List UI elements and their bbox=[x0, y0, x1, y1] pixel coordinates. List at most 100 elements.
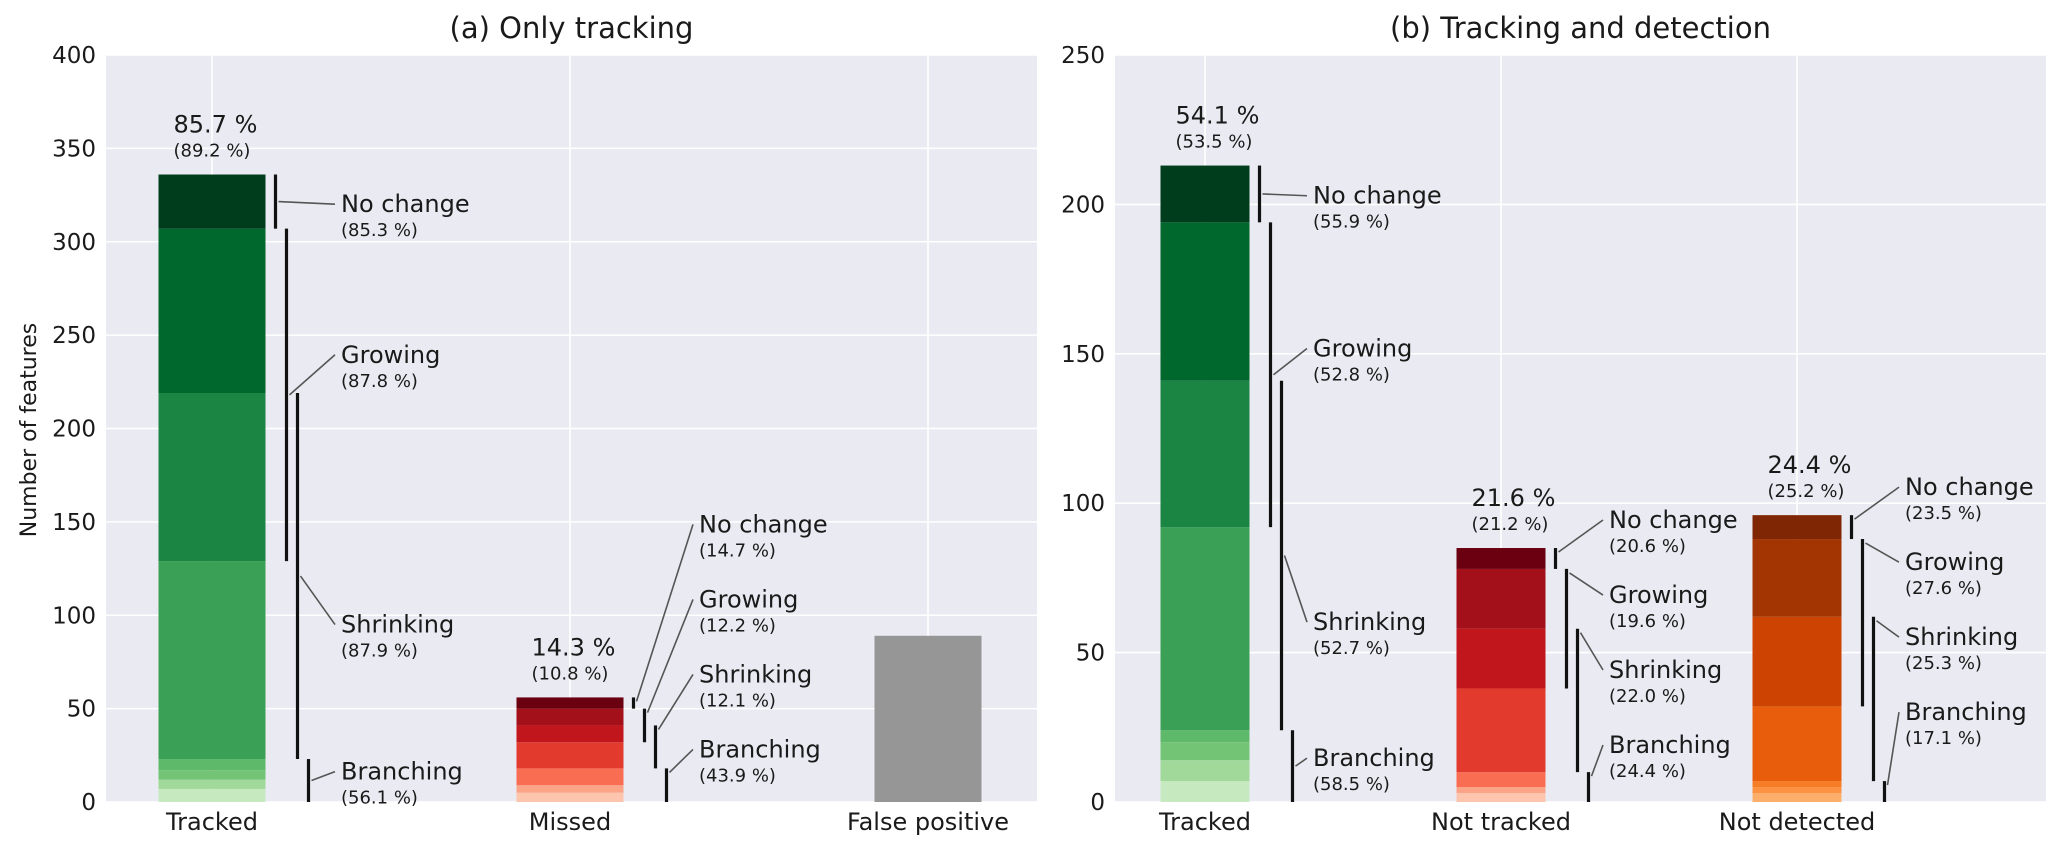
share-sublabel: (89.2 %) bbox=[174, 141, 251, 162]
bar-segment bbox=[1456, 787, 1546, 794]
y-tick-label: 300 bbox=[52, 230, 96, 256]
leader-line bbox=[635, 524, 694, 702]
category-label: Branching bbox=[699, 735, 821, 763]
share-label: 24.4 % bbox=[1768, 451, 1852, 479]
category-sublabel: (43.9 %) bbox=[699, 765, 776, 786]
bar-segment bbox=[158, 393, 266, 562]
bar-segment bbox=[158, 228, 266, 394]
leader-line bbox=[299, 575, 336, 626]
share-sublabel: (21.2 %) bbox=[1472, 514, 1549, 535]
bar-segment bbox=[1752, 793, 1842, 802]
bar-segment bbox=[1752, 787, 1842, 794]
x-tick-label: Not detected bbox=[1719, 808, 1875, 836]
share-sublabel: (53.5 %) bbox=[1176, 132, 1253, 153]
leader-line bbox=[1865, 542, 1900, 563]
category-sublabel: (24.4 %) bbox=[1609, 761, 1686, 782]
leader-line bbox=[657, 673, 694, 730]
category-sublabel: (56.1 %) bbox=[341, 788, 418, 809]
category-sublabel: (17.1 %) bbox=[1905, 728, 1982, 749]
category-sublabel: (20.6 %) bbox=[1609, 536, 1686, 557]
category-label: Shrinking bbox=[1609, 656, 1722, 684]
leader-line bbox=[1262, 193, 1308, 197]
bar-segment bbox=[1160, 760, 1250, 782]
x-tick-label: Not tracked bbox=[1431, 808, 1571, 836]
bar-segment bbox=[516, 792, 624, 802]
y-tick-label: 250 bbox=[1061, 43, 1105, 69]
category-sublabel: (14.7 %) bbox=[699, 540, 776, 561]
category-label: Branching bbox=[1313, 744, 1435, 772]
y-tick-label: 50 bbox=[67, 697, 96, 723]
bar-segment bbox=[1752, 616, 1842, 707]
y-tick-label: 0 bbox=[81, 790, 96, 816]
x-tick-label: Tracked bbox=[165, 808, 258, 836]
leader-line bbox=[278, 200, 336, 205]
panel-tracking-and-detection: 0 50 100 150 200 250 (b) Tracking and detectio… bbox=[1061, 11, 2046, 836]
bar-segment bbox=[158, 779, 266, 789]
category-sublabel: (27.6 %) bbox=[1905, 578, 1982, 599]
category-sublabel: (58.5 %) bbox=[1313, 774, 1390, 795]
bar-segment bbox=[1456, 793, 1546, 802]
share-label: 85.7 % bbox=[174, 111, 258, 139]
category-sublabel: (52.8 %) bbox=[1313, 364, 1390, 385]
leader-line bbox=[668, 748, 694, 773]
share-sublabel: (25.2 %) bbox=[1768, 481, 1845, 502]
category-sublabel: (85.3 %) bbox=[341, 220, 418, 241]
chart-title: (b) Tracking and detection bbox=[1390, 11, 1771, 45]
bar-segment bbox=[1160, 222, 1250, 381]
share-label: 14.3 % bbox=[532, 633, 616, 661]
category-label: No change bbox=[1609, 506, 1738, 534]
bar-segment bbox=[158, 770, 266, 780]
bar-segment bbox=[158, 174, 266, 229]
x-tick-label: Missed bbox=[529, 808, 611, 836]
category-sublabel: (23.5 %) bbox=[1905, 503, 1982, 524]
leader-line bbox=[1876, 620, 1900, 638]
y-tick-label: 50 bbox=[1076, 641, 1105, 667]
category-label: Growing bbox=[1609, 581, 1708, 609]
bar-segment bbox=[1160, 527, 1250, 731]
leader-line bbox=[1854, 486, 1900, 520]
leader-line bbox=[1569, 572, 1604, 596]
bar-segment bbox=[1752, 515, 1842, 540]
bar-segment bbox=[158, 561, 266, 760]
category-sublabel: (87.8 %) bbox=[341, 371, 418, 392]
leader-line bbox=[1283, 555, 1308, 623]
x-tick-label: Tracked bbox=[1158, 808, 1251, 836]
leader-line bbox=[1579, 632, 1604, 671]
chart-title: (a) Only tracking bbox=[450, 11, 694, 45]
y-tick-label: 200 bbox=[52, 417, 96, 443]
y-tick-label: 150 bbox=[52, 510, 96, 536]
category-label: Branching bbox=[341, 758, 463, 786]
y-tick-label: 200 bbox=[1061, 192, 1105, 218]
bar-segment bbox=[1456, 772, 1546, 788]
category-sublabel: (19.6 %) bbox=[1609, 611, 1686, 632]
y-tick-label: 350 bbox=[52, 136, 96, 162]
bar-segment bbox=[1752, 706, 1842, 782]
category-sublabel: (52.7 %) bbox=[1313, 638, 1390, 659]
leader-line bbox=[1590, 744, 1604, 777]
leader-line bbox=[1295, 757, 1308, 767]
category-label: Shrinking bbox=[341, 611, 454, 639]
panel-only-tracking: 0 50 100 150 200 250 300 350 400 (a) Only trackin… bbox=[52, 11, 1037, 836]
plot-area bbox=[1115, 55, 2046, 802]
category-sublabel: (25.3 %) bbox=[1905, 653, 1982, 674]
leader-line bbox=[646, 599, 694, 713]
y-tick-label: 100 bbox=[52, 603, 96, 629]
leader-line bbox=[288, 354, 336, 396]
bar-segment bbox=[1456, 548, 1546, 569]
bar-segment bbox=[516, 785, 624, 793]
bar-segment bbox=[874, 635, 982, 802]
bar-segment bbox=[1456, 568, 1546, 629]
category-label: Growing bbox=[699, 585, 798, 613]
bar-segment bbox=[1456, 628, 1546, 689]
category-label: No change bbox=[699, 510, 828, 538]
bar-segment bbox=[1160, 380, 1250, 528]
category-label: Branching bbox=[1609, 731, 1731, 759]
category-label: Shrinking bbox=[1313, 608, 1426, 636]
category-label: No change bbox=[1905, 473, 2034, 501]
category-sublabel: (55.9 %) bbox=[1313, 212, 1390, 233]
category-label: Branching bbox=[1905, 698, 2027, 726]
leader-line bbox=[1886, 712, 1900, 786]
leader-line bbox=[1273, 347, 1308, 376]
bar-segment bbox=[1160, 742, 1250, 761]
bar-segment bbox=[1160, 165, 1250, 223]
